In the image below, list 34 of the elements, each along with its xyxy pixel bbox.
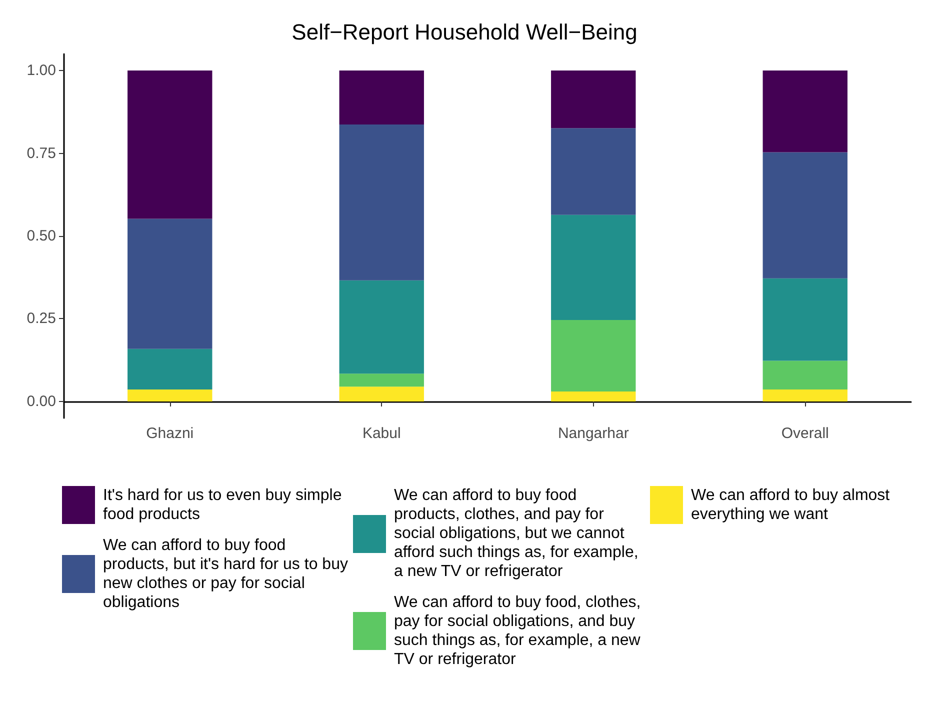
bar xyxy=(128,348,212,390)
bar xyxy=(551,128,636,215)
bar xyxy=(762,70,848,152)
y-tick-label: 0.25 xyxy=(26,310,56,328)
bar xyxy=(339,374,424,387)
y-tick-label: 1.00 xyxy=(26,62,56,80)
y-tick-label: 0.00 xyxy=(26,392,56,410)
bar xyxy=(339,70,424,124)
bar xyxy=(128,390,212,402)
bar xyxy=(551,70,636,128)
bar xyxy=(339,124,424,280)
y-tick-label: 0.75 xyxy=(26,144,56,162)
legend-label: We can afford to buy food, clothes, pay for social obligations, and buy such things as, for example, a new TV or refrigerator xyxy=(394,593,642,669)
legend-label: We can afford to buy food products, but it's hard for us to buy new clothes or pay for social obligations xyxy=(103,536,349,612)
chart-title: Self−Report Household Well−Being xyxy=(292,20,638,44)
x-tick-label: Kabul xyxy=(362,425,401,442)
bar xyxy=(762,360,848,390)
legend-label: It's hard for us to even buy simple food products xyxy=(103,486,343,524)
legend-label: We can afford to buy food products, clothes, and pay for social obligations, but we cannot afford such things as, for example, a new TV or refrigerator xyxy=(394,486,640,581)
bar xyxy=(762,390,848,402)
bar xyxy=(762,152,848,278)
bar xyxy=(551,392,636,402)
x-tick-label: Ghazni xyxy=(146,425,194,442)
legend-label: We can afford to buy almost everything we want xyxy=(691,486,891,524)
bar xyxy=(128,218,212,349)
bar xyxy=(551,214,636,320)
bar xyxy=(339,280,424,374)
x-tick-label: Nangarhar xyxy=(558,425,629,442)
bar xyxy=(128,70,212,219)
bar xyxy=(339,386,424,402)
bar xyxy=(551,320,636,392)
y-tick-label: 0.50 xyxy=(26,228,56,244)
x-tick-label: Overall xyxy=(781,425,829,442)
bar xyxy=(762,278,848,361)
